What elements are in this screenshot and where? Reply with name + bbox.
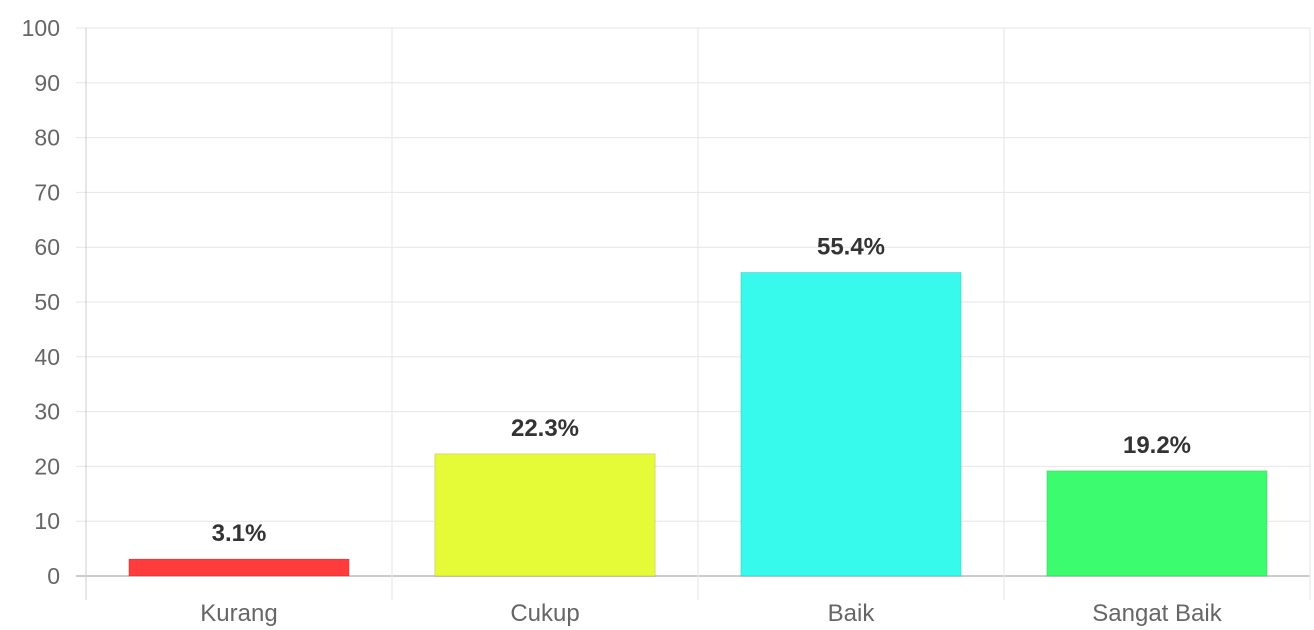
data-label: 22.3%	[511, 415, 579, 442]
data-label: 55.4%	[817, 233, 885, 260]
x-tick-label: Kurang	[200, 600, 277, 627]
grid-lines	[76, 27, 1311, 600]
y-tick-label: 50	[34, 289, 60, 315]
bar-baik	[740, 271, 962, 577]
bar-cukup	[434, 453, 656, 577]
x-tick-label: Baik	[828, 600, 876, 627]
y-tick-label: 90	[34, 70, 60, 96]
y-tick-label: 70	[34, 179, 60, 205]
y-tick-label: 0	[47, 563, 60, 589]
x-axis-labels: Kurang Cukup Baik Sangat Baik	[200, 600, 1222, 627]
data-label: 19.2%	[1123, 432, 1191, 459]
y-tick-label: 100	[22, 15, 60, 41]
y-tick-label: 40	[34, 344, 60, 370]
y-tick-label: 60	[34, 234, 60, 260]
y-tick-label: 30	[34, 399, 60, 425]
y-axis-ticks: 0 10 20 30 40 50 60 70 80 90 100	[22, 15, 60, 589]
x-tick-label: Cukup	[510, 600, 579, 627]
data-labels: 3.1% 22.3% 55.4% 19.2%	[212, 233, 1191, 547]
y-tick-label: 10	[34, 508, 60, 534]
bar-sangat-baik	[1046, 470, 1268, 577]
data-label: 3.1%	[212, 520, 267, 547]
y-tick-label: 80	[34, 125, 60, 151]
y-tick-label: 20	[34, 453, 60, 479]
bars	[128, 271, 1268, 577]
x-tick-label: Sangat Baik	[1092, 600, 1222, 627]
bar-kurang	[128, 558, 350, 577]
